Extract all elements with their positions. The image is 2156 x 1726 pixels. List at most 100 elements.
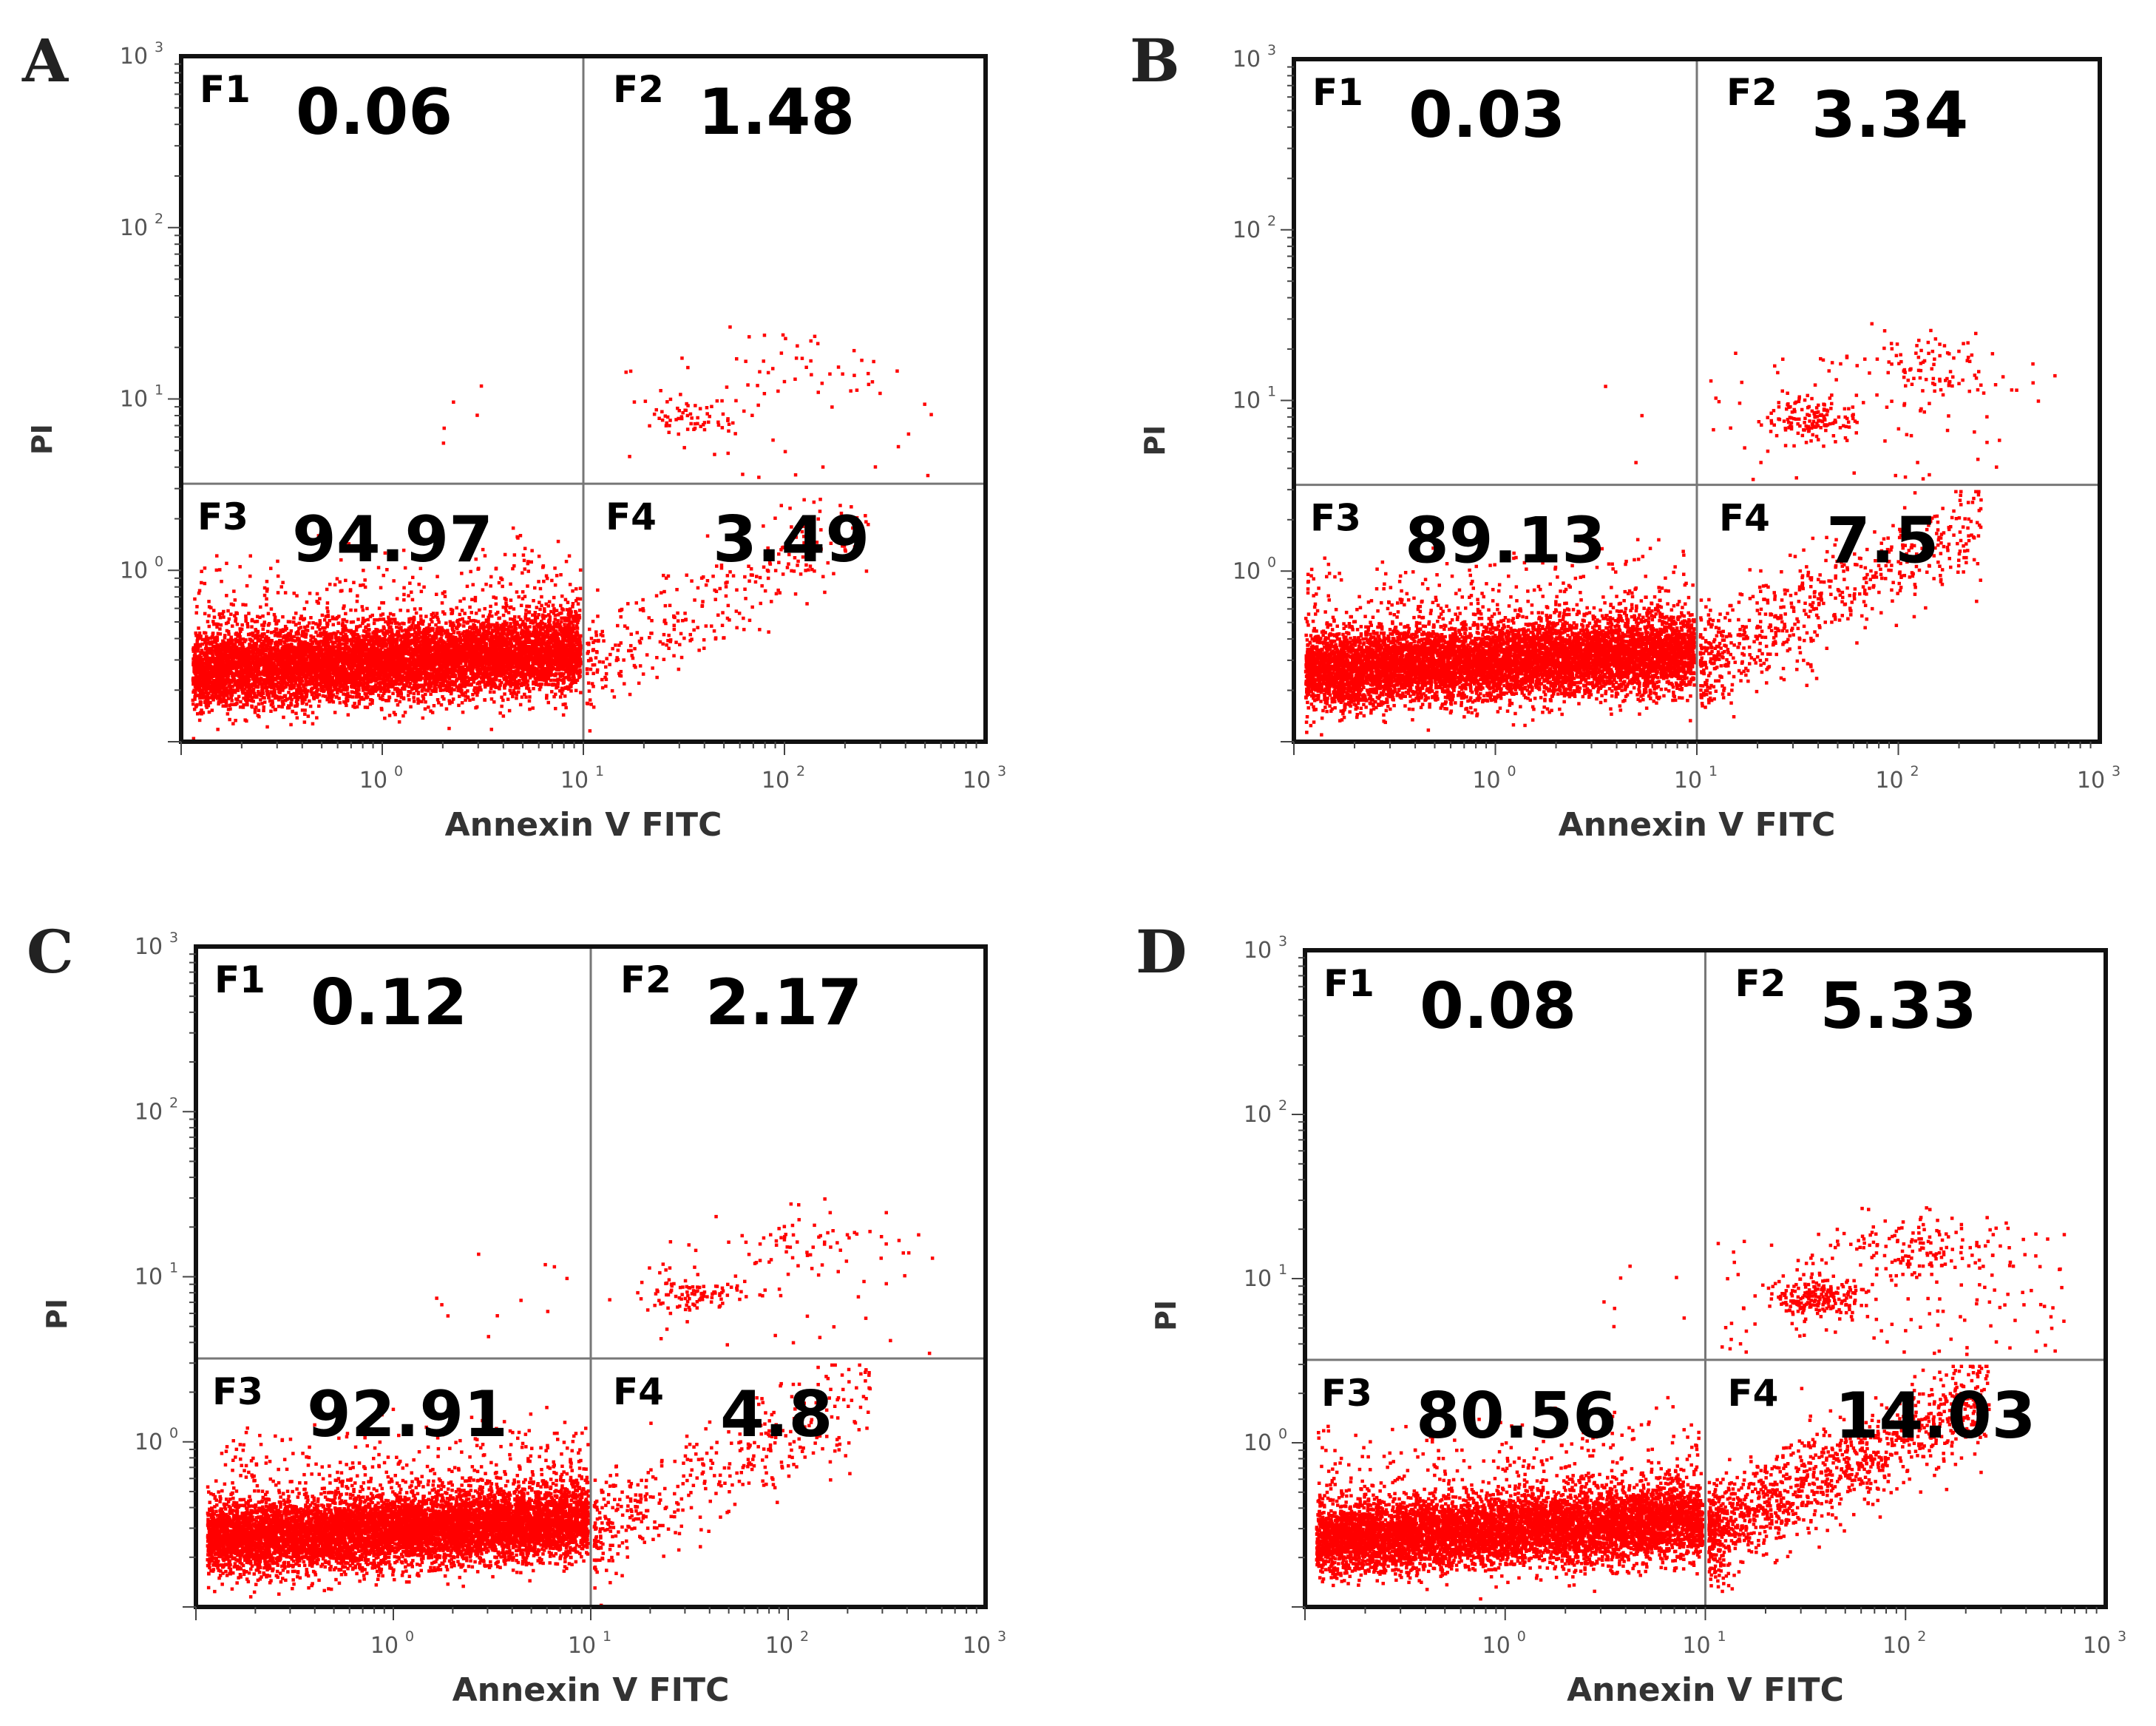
- event-point-f3: [251, 705, 254, 709]
- event-point-f3: [406, 609, 410, 613]
- event-point-f3: [549, 619, 552, 623]
- event-point-f3: [550, 690, 554, 694]
- event-point-f3: [461, 711, 465, 714]
- event-point-f3: [225, 562, 228, 566]
- event-point-f3: [223, 705, 227, 708]
- event-point-f3: [481, 615, 485, 618]
- event-point-f3: [234, 719, 237, 722]
- event-point-f3: [554, 693, 557, 697]
- event-point-f3: [402, 593, 406, 597]
- event-point-f3: [445, 707, 449, 711]
- event-point-f3: [203, 612, 207, 616]
- event-point-f3: [495, 603, 498, 606]
- event-point-f3: [336, 691, 339, 695]
- flow-cytometry-figure: A10 0 10 1 10 2 10 310 010 110 210 3Annexin V FITCP…: [0, 0, 2156, 1726]
- event-point-f3: [262, 709, 265, 713]
- event-point-f3: [262, 705, 266, 709]
- event-point-f3: [415, 612, 418, 615]
- event-point-f3: [401, 714, 405, 718]
- event-point-f3: [420, 590, 424, 594]
- event-point-f3: [433, 704, 436, 708]
- event-point-f3: [523, 567, 527, 571]
- event-point-f3: [457, 704, 461, 708]
- event-point-f3: [196, 712, 200, 716]
- event-point-f3: [557, 613, 560, 617]
- event-point-f3: [347, 713, 350, 717]
- event-point-f3: [345, 699, 349, 703]
- event-point-f3: [537, 580, 540, 583]
- event-point-f3: [213, 615, 217, 619]
- event-point-f3: [287, 691, 291, 694]
- event-point-f3: [565, 560, 569, 564]
- event-point-f3: [206, 620, 210, 623]
- event-point-f3: [364, 705, 367, 709]
- event-point-f3: [222, 615, 226, 619]
- event-point-f3: [428, 623, 432, 627]
- event-point-f3: [548, 600, 552, 604]
- event-point-f3: [504, 553, 507, 557]
- event-point-f3: [468, 606, 472, 609]
- event-point-f3: [294, 711, 298, 715]
- event-point-f3: [325, 606, 329, 610]
- event-point-f3: [305, 703, 308, 706]
- event-point-f3: [554, 583, 557, 587]
- event-point-f3: [308, 700, 311, 703]
- event-point-f3: [407, 698, 411, 702]
- event-point-f3: [552, 603, 555, 607]
- event-point-f3: [311, 626, 314, 630]
- event-point-f3: [257, 703, 261, 706]
- event-point-f3: [328, 583, 332, 586]
- event-point-f3: [208, 625, 211, 629]
- event-point-f3: [547, 701, 551, 705]
- event-point-f3: [474, 596, 478, 600]
- event-point-f3: [528, 610, 532, 614]
- event-point-f3: [216, 728, 220, 731]
- event-point-f3: [349, 609, 353, 612]
- event-point-f3: [542, 580, 546, 583]
- event-point-f3: [516, 536, 520, 540]
- event-point-f3: [344, 579, 348, 583]
- event-point-f3: [203, 582, 207, 586]
- event-point-f3: [424, 615, 428, 618]
- event-point-f3: [303, 607, 307, 611]
- event-point-f3: [579, 691, 583, 694]
- event-point-f3: [574, 587, 578, 591]
- event-point-f3: [323, 618, 327, 622]
- event-point-f3: [418, 607, 422, 611]
- event-point-f3: [379, 617, 382, 621]
- event-point-f3: [247, 612, 251, 615]
- event-point-f3: [563, 623, 566, 626]
- event-point-f3: [435, 593, 438, 597]
- event-point-f3: [535, 606, 539, 609]
- event-point-f3: [409, 705, 413, 709]
- event-point-f3: [256, 615, 260, 619]
- event-point-f3: [484, 607, 487, 611]
- event-point-f3: [215, 626, 219, 629]
- event-point-f3: [191, 699, 195, 703]
- event-point-f3: [294, 612, 298, 615]
- event-point-f3: [574, 689, 578, 693]
- panel-letter: A: [21, 26, 69, 95]
- event-point-f3: [362, 583, 365, 587]
- event-point-f3: [235, 702, 239, 705]
- event-point-f3: [228, 718, 231, 722]
- event-point-f3: [521, 695, 524, 699]
- event-point-f3: [265, 598, 268, 601]
- event-point-f3: [569, 583, 572, 586]
- event-point-f3: [203, 566, 207, 570]
- event-point-f3: [265, 725, 269, 729]
- event-point-f3: [316, 592, 319, 596]
- event-point-f3: [502, 714, 506, 718]
- event-point-f3: [204, 632, 208, 635]
- event-point-f3: [484, 583, 488, 586]
- event-point-f3: [265, 580, 269, 583]
- event-point-f3: [467, 616, 471, 620]
- event-point-f3: [560, 617, 563, 620]
- event-point-f3: [579, 586, 583, 590]
- event-point-f3: [378, 606, 382, 610]
- event-point-f3: [306, 625, 310, 629]
- event-point-f3: [392, 613, 396, 617]
- event-point-f3: [501, 585, 504, 589]
- event-point-f3: [470, 598, 474, 602]
- event-point-f3: [254, 620, 257, 623]
